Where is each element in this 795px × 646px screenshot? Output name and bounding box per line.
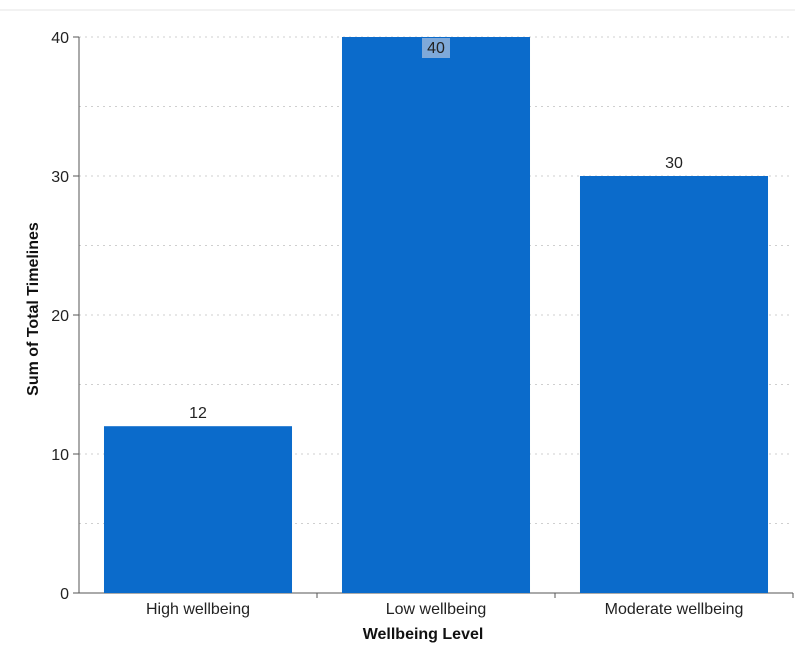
y-axis-title: Sum of Total Timelines — [25, 222, 42, 396]
data-label: 30 — [665, 155, 683, 172]
data-label: 40 — [427, 40, 445, 57]
bar-low-wellbeing[interactable] — [341, 37, 531, 593]
data-label-highlight — [422, 38, 450, 58]
y-tick-label: 0 — [60, 586, 69, 603]
x-axis-title: Wellbeing Level — [363, 626, 484, 643]
y-tick-label: 40 — [51, 30, 69, 47]
data-label: 12 — [189, 405, 207, 422]
y-tick-label: 10 — [51, 447, 69, 464]
y-tick-label: 20 — [51, 308, 69, 325]
x-tick-label: High wellbeing — [146, 601, 250, 618]
x-tick-label: Low wellbeing — [386, 601, 487, 618]
bar-high-wellbeing[interactable] — [103, 426, 293, 593]
y-tick-label: 30 — [51, 169, 69, 186]
x-tick-label: Moderate wellbeing — [605, 601, 744, 618]
bar-moderate-wellbeing[interactable] — [579, 176, 769, 593]
